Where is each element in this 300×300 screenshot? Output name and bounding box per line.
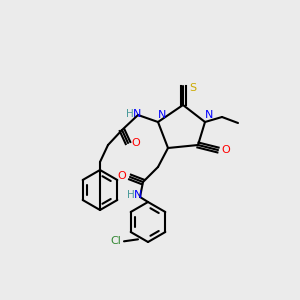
Text: H: H (127, 190, 135, 200)
Text: N: N (133, 109, 141, 119)
Text: O: O (118, 171, 126, 181)
Text: N: N (158, 110, 166, 120)
Text: O: O (132, 138, 140, 148)
Text: H: H (126, 109, 134, 119)
Text: N: N (205, 110, 213, 120)
Text: O: O (222, 145, 230, 155)
Text: S: S (189, 83, 197, 93)
Text: N: N (134, 190, 142, 200)
Text: Cl: Cl (111, 236, 122, 246)
